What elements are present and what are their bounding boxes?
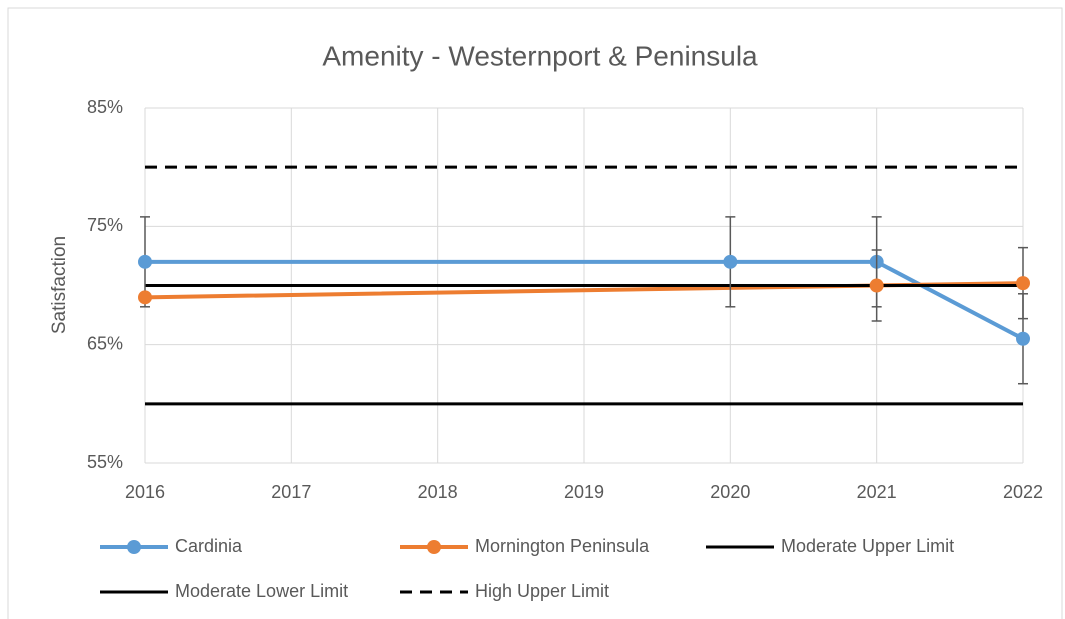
y-tick-label: 65% (87, 333, 123, 353)
legend-marker (427, 540, 441, 554)
x-tick-label: 2021 (857, 482, 897, 502)
chart-border (7, 7, 1063, 619)
y-tick-label: 85% (87, 97, 123, 117)
y-tick-label: 55% (87, 452, 123, 472)
point (723, 254, 738, 269)
point (138, 254, 152, 269)
point (1016, 276, 1030, 291)
x-tick-label: 2017 (271, 482, 311, 502)
point (869, 278, 884, 293)
series-line (145, 259, 1024, 341)
legend-label: Moderate Upper Limit (781, 536, 954, 556)
point (138, 290, 152, 305)
legend-label: Cardinia (175, 536, 243, 556)
point (1016, 331, 1030, 346)
x-tick-label: 2022 (1003, 482, 1043, 502)
x-tick-label: 2016 (125, 482, 165, 502)
x-tick-label: 2020 (710, 482, 750, 502)
chart-title: Amenity - Westernport & Peninsula (322, 40, 758, 71)
legend-label: Mornington Peninsula (475, 536, 650, 556)
legend-label: Moderate Lower Limit (175, 581, 348, 601)
x-tick-label: 2019 (564, 482, 604, 502)
y-axis-label: Satisfaction (49, 236, 70, 334)
x-tick-label: 2018 (418, 482, 458, 502)
legend-label: High Upper Limit (475, 581, 609, 601)
y-tick-label: 75% (87, 215, 123, 235)
legend-marker (127, 540, 141, 554)
